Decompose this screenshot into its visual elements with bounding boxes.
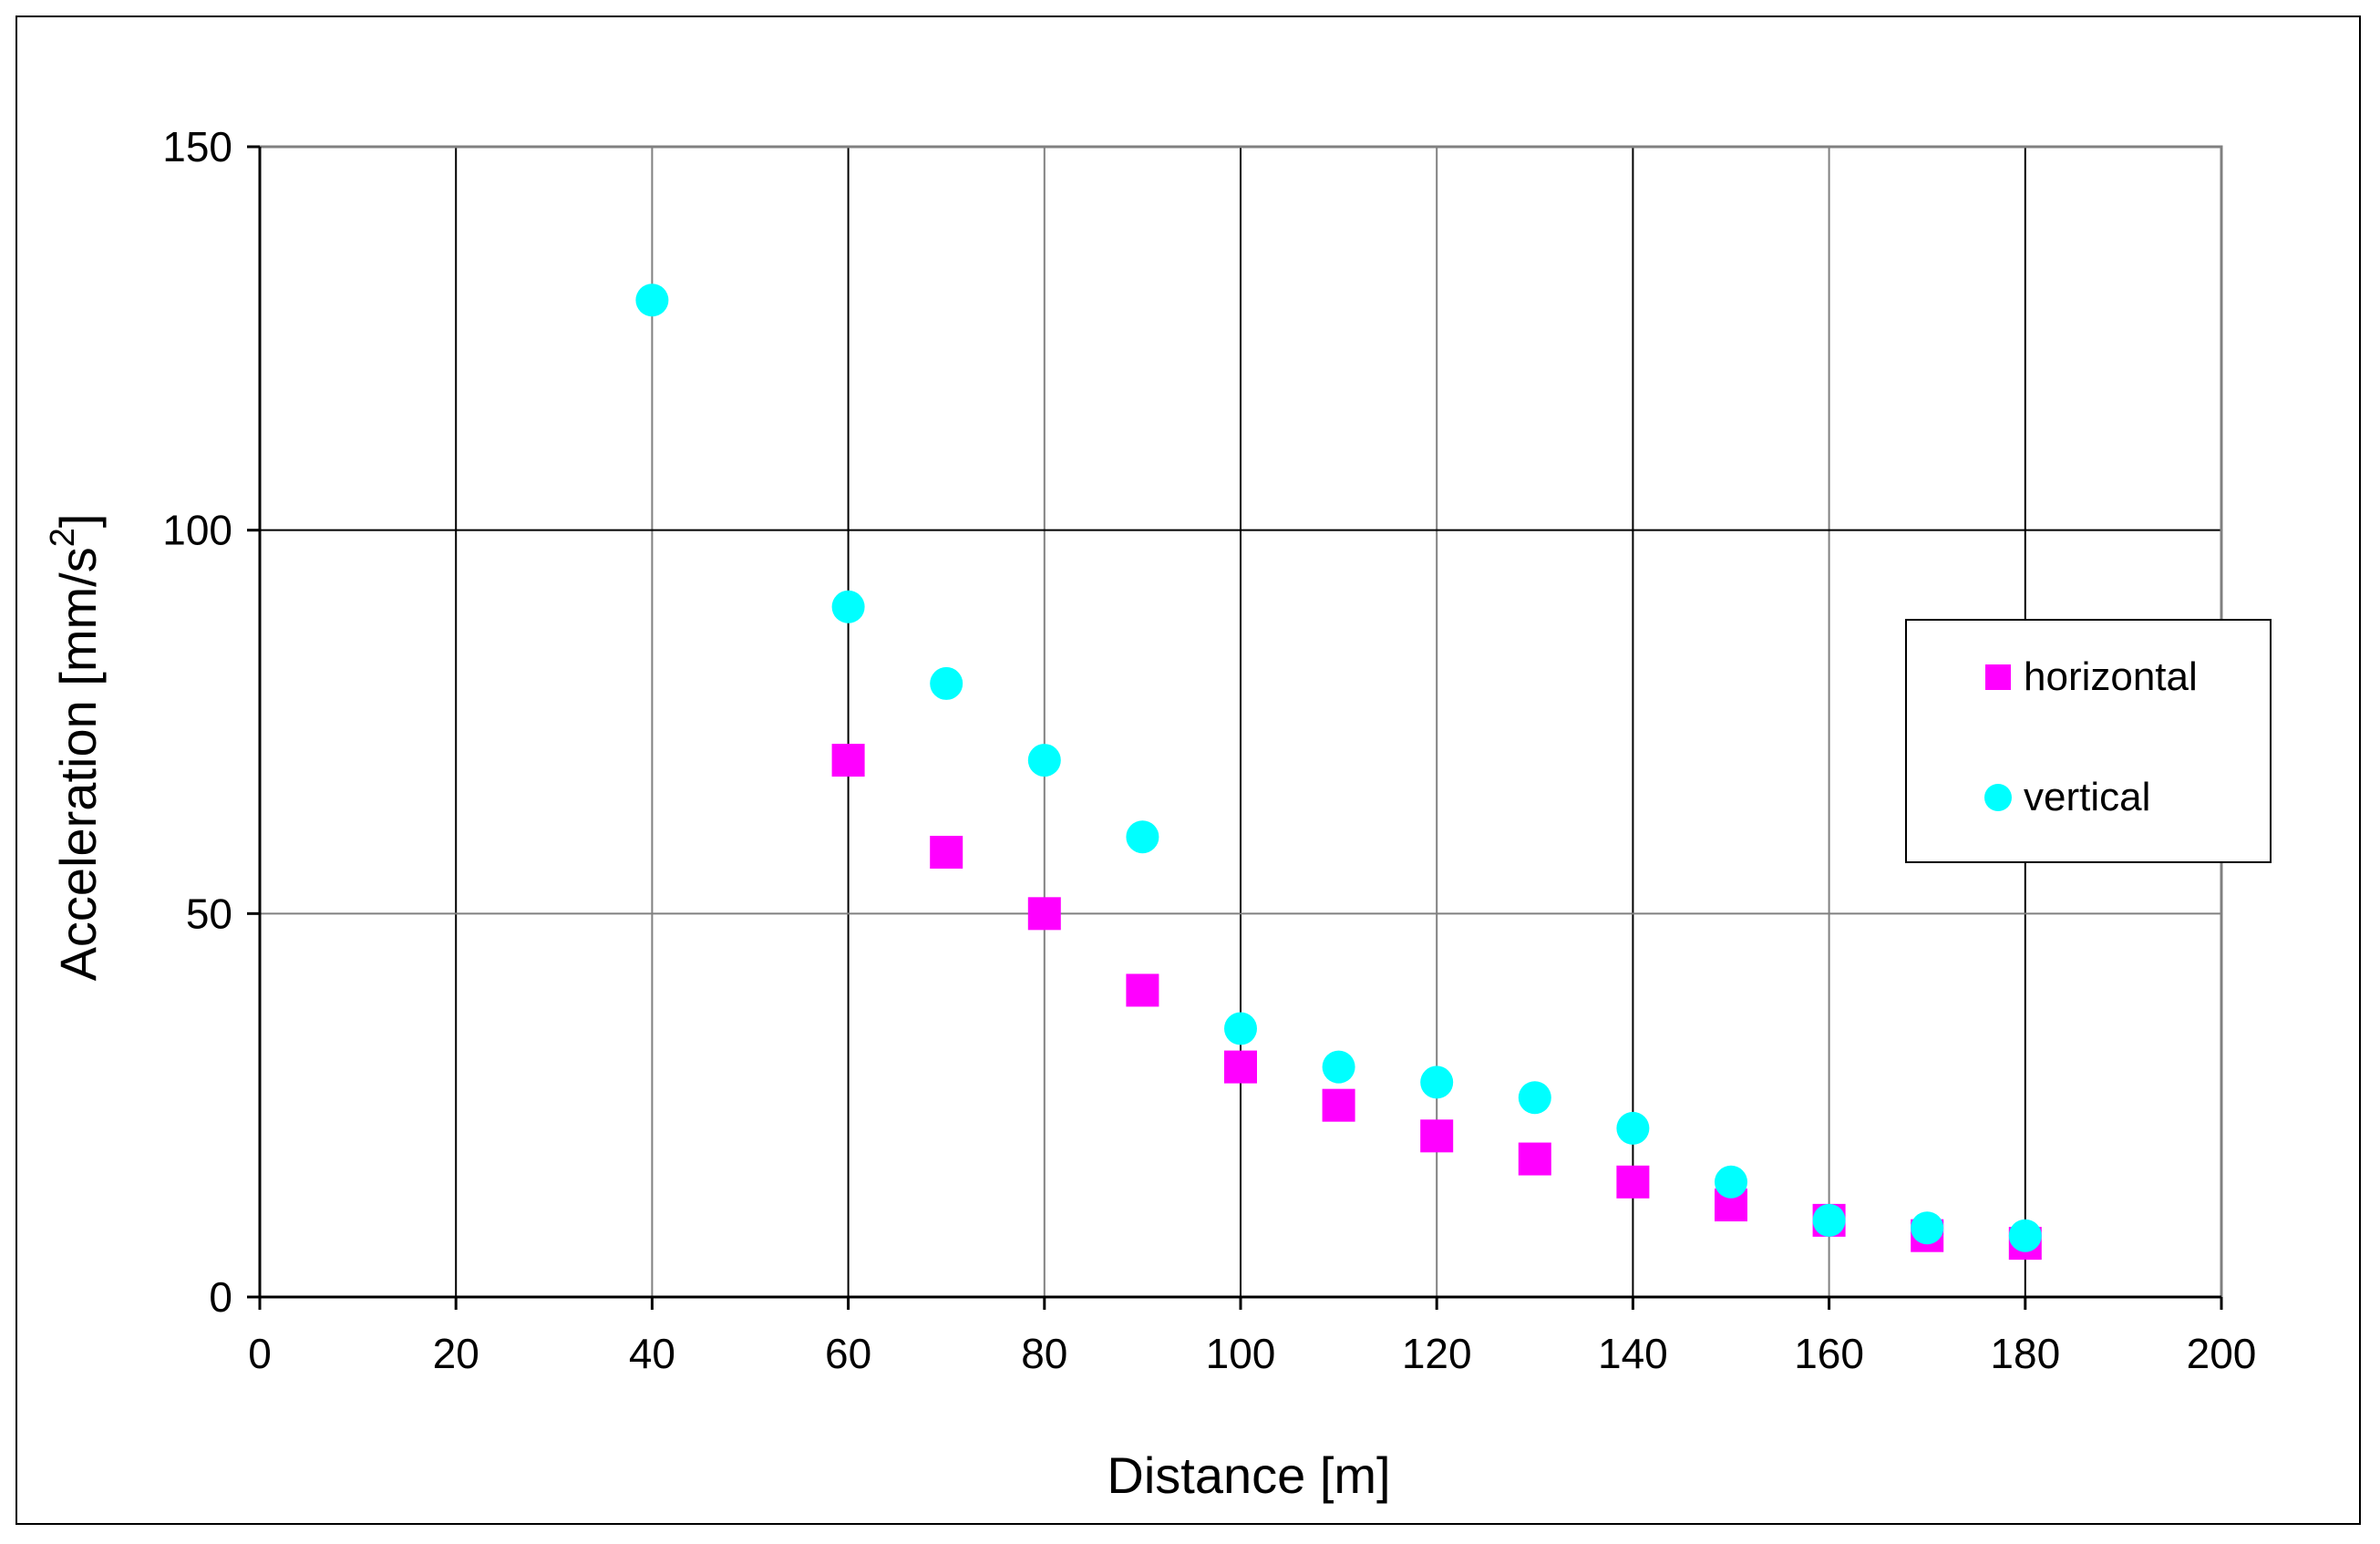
data-point-vertical [1812,1203,1846,1237]
x-tick-label: 80 [1021,1330,1067,1377]
data-point-vertical [1322,1050,1355,1084]
data-point-horizontal [1027,897,1061,931]
data-series [635,283,2042,1261]
legend: horizontal vertical [1905,619,2272,863]
x-tick-label: 60 [825,1330,871,1377]
legend-label-vertical: vertical [2024,775,2150,819]
x-tick-label: 160 [1794,1330,1864,1377]
data-point-horizontal [1126,973,1159,1007]
y-axis-title-suffix: ] [49,514,107,529]
data-point-vertical [635,283,669,317]
y-axis-title-superscript: 2 [44,528,82,547]
data-point-horizontal [1224,1050,1257,1084]
data-point-vertical [1027,744,1061,777]
legend-box [1905,619,2272,863]
x-tick-label: 20 [433,1330,479,1377]
data-point-horizontal [930,836,963,870]
data-point-vertical [930,666,963,700]
x-tick-label: 200 [2187,1330,2257,1377]
x-axis-title: Distance [m] [1107,1446,1390,1504]
x-tick-label: 180 [1990,1330,2060,1377]
horizontal-gridlines [260,529,2221,915]
data-point-vertical [1126,820,1159,854]
x-axis-ticks: 0 20 40 60 80 100 120 140 160 180 200 [248,1297,2256,1377]
legend-marker-horizontal [1985,664,2011,690]
data-point-vertical [1616,1111,1650,1145]
data-point-vertical [1911,1211,1944,1245]
x-tick-label: 100 [1206,1330,1276,1377]
y-axis-title-text: Acceleration [mm/s [49,547,107,981]
data-point-horizontal [1616,1165,1650,1199]
legend-marker-vertical [1984,784,2012,811]
data-point-vertical [1518,1081,1551,1115]
y-axis-title: Acceleration [mm/s2] [44,514,107,982]
data-point-horizontal [1420,1119,1454,1153]
y-tick-label: 0 [209,1273,232,1321]
data-point-horizontal [1322,1088,1355,1122]
y-axis-ticks: 0 50 100 150 [162,123,260,1321]
y-tick-label: 50 [186,890,232,937]
x-tick-label: 120 [1402,1330,1472,1377]
x-tick-label: 140 [1598,1330,1668,1377]
x-tick-label: 40 [629,1330,675,1377]
legend-label-horizontal: horizontal [2024,654,2198,699]
data-point-horizontal [831,744,865,777]
data-point-vertical [1224,1012,1257,1045]
data-point-horizontal [1518,1142,1551,1176]
x-tick-label: 0 [248,1330,272,1377]
y-tick-label: 150 [162,123,232,170]
series-vertical [635,283,2042,1252]
data-point-vertical [831,590,865,623]
y-tick-label: 100 [162,507,232,554]
data-point-vertical [1715,1165,1747,1199]
data-point-vertical [1420,1065,1454,1099]
data-point-vertical [2008,1219,2042,1252]
